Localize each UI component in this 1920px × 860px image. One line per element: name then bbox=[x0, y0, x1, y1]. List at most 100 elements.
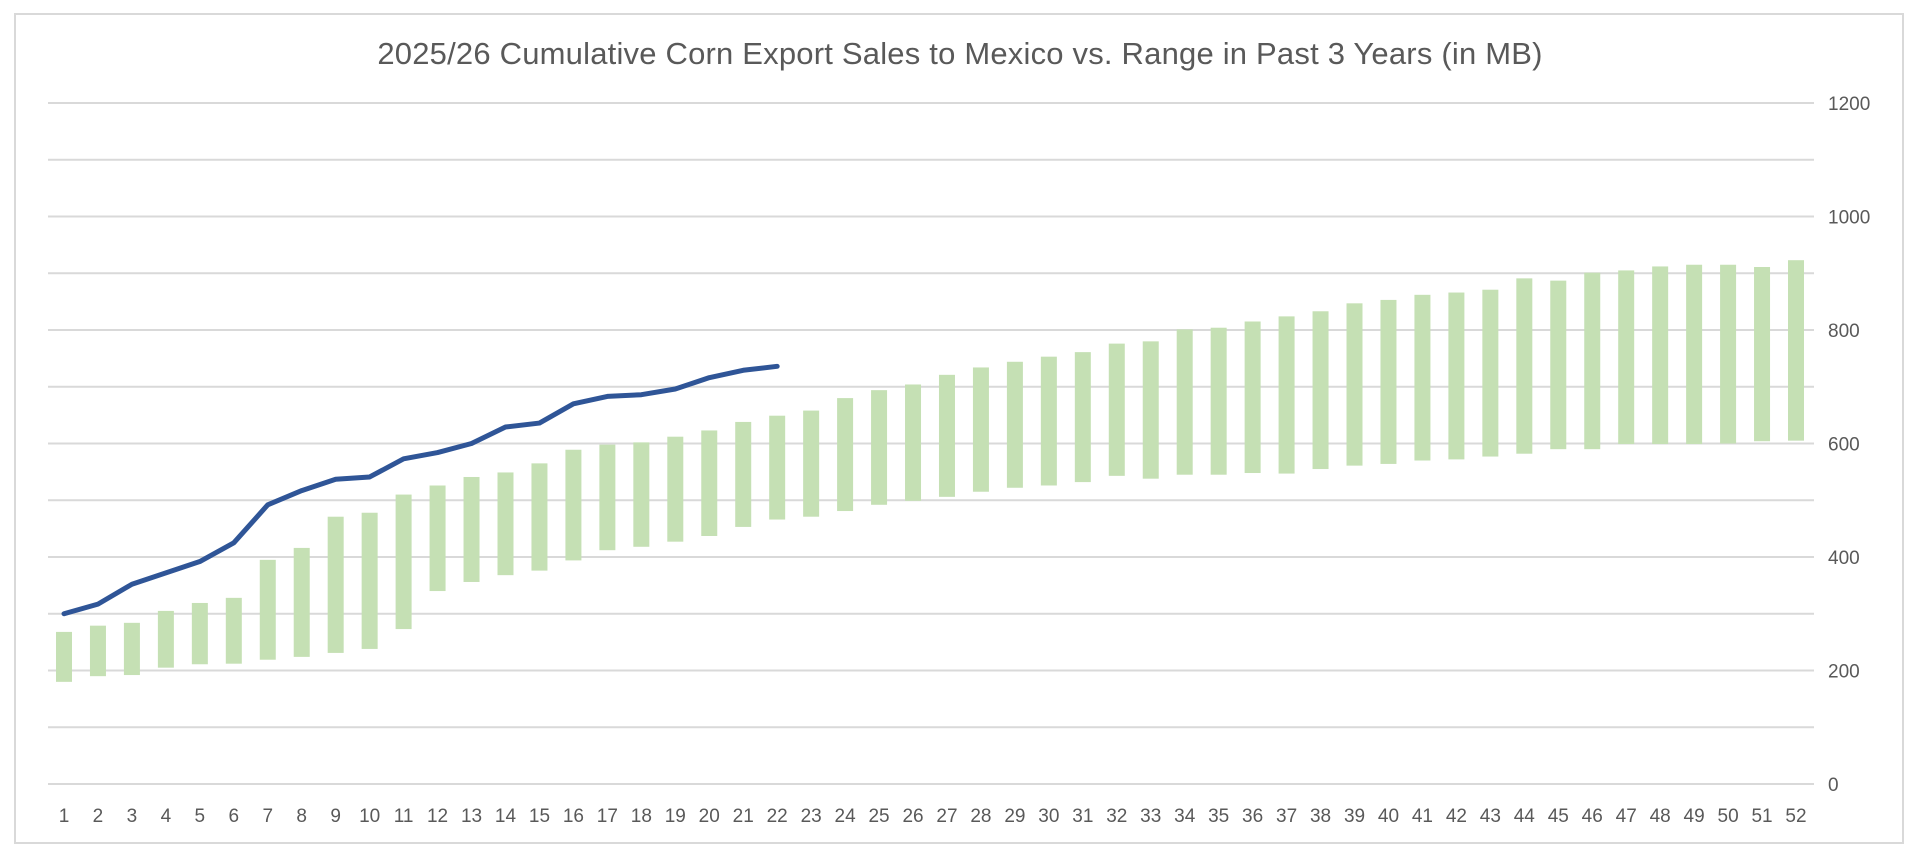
range-bar-week-3 bbox=[123, 622, 140, 676]
x-tick-label: 35 bbox=[1208, 806, 1229, 827]
range-bar-week-41 bbox=[1414, 294, 1431, 461]
x-tick-label: 52 bbox=[1785, 806, 1806, 827]
y-axis-ticks: 0 200 400 600 800 1000 1200 bbox=[1828, 94, 1870, 796]
range-bar-week-7 bbox=[259, 559, 276, 660]
x-tick-label: 46 bbox=[1582, 806, 1603, 827]
range-bar-week-6 bbox=[225, 597, 242, 664]
range-bar-week-29 bbox=[1006, 361, 1023, 488]
range-bar-week-35 bbox=[1210, 327, 1227, 475]
range-bar-week-36 bbox=[1244, 321, 1261, 474]
range-bar-week-28 bbox=[972, 367, 989, 492]
x-tick-label: 24 bbox=[835, 806, 857, 827]
x-tick-label: 3 bbox=[127, 806, 138, 827]
range-bar-week-32 bbox=[1108, 343, 1125, 476]
range-bar-week-22 bbox=[769, 415, 786, 520]
x-axis-ticks: 1 2 3 4 5 6 7 8 9 10 11 12 13 14 15 16 17 18 19 20 21 22 23 24 2… bbox=[59, 806, 1807, 827]
x-tick-label: 30 bbox=[1038, 806, 1059, 827]
sales-point-week-19 bbox=[674, 388, 676, 390]
x-tick-label: 9 bbox=[330, 806, 341, 827]
range-bars bbox=[56, 260, 1804, 682]
range-bar-week-12 bbox=[429, 485, 446, 592]
chart-title: 2025/26 Cumulative Corn Export Sales to … bbox=[377, 36, 1543, 71]
gridlines bbox=[48, 102, 1814, 785]
x-tick-label: 15 bbox=[529, 806, 550, 827]
x-tick-label: 20 bbox=[699, 806, 720, 827]
x-tick-label: 14 bbox=[495, 806, 517, 827]
y-tick-label: 600 bbox=[1828, 435, 1860, 456]
sales-point-week-3 bbox=[131, 583, 133, 585]
x-tick-label: 2 bbox=[93, 806, 104, 827]
range-bar-week-24 bbox=[837, 398, 854, 512]
sales-point-week-4 bbox=[165, 572, 167, 574]
x-tick-label: 1 bbox=[59, 806, 70, 827]
x-tick-label: 22 bbox=[767, 806, 788, 827]
range-bar-week-21 bbox=[735, 421, 752, 527]
y-tick-label: 200 bbox=[1828, 662, 1860, 683]
range-bar-week-15 bbox=[531, 463, 548, 571]
range-bar-week-31 bbox=[1074, 352, 1091, 483]
sales-point-week-12 bbox=[437, 452, 439, 454]
range-bar-week-8 bbox=[293, 547, 310, 657]
x-tick-label: 21 bbox=[733, 806, 754, 827]
x-tick-label: 43 bbox=[1480, 806, 1501, 827]
x-tick-label: 49 bbox=[1684, 806, 1705, 827]
sales-point-week-10 bbox=[369, 476, 371, 478]
range-bar-week-43 bbox=[1482, 289, 1499, 457]
y-tick-label: 1200 bbox=[1828, 94, 1870, 115]
y-tick-label: 800 bbox=[1828, 321, 1860, 342]
range-bar-week-52 bbox=[1788, 260, 1804, 441]
range-bar-week-10 bbox=[361, 512, 378, 649]
range-bar-week-33 bbox=[1142, 341, 1159, 479]
sales-point-week-8 bbox=[301, 490, 303, 492]
sales-point-week-5 bbox=[199, 561, 201, 563]
range-bar-week-39 bbox=[1346, 303, 1363, 466]
x-tick-label: 36 bbox=[1242, 806, 1263, 827]
range-bar-week-1 bbox=[56, 631, 72, 682]
range-bar-week-46 bbox=[1584, 272, 1601, 450]
range-bar-week-13 bbox=[463, 476, 480, 582]
x-tick-label: 26 bbox=[902, 806, 923, 827]
range-bar-week-40 bbox=[1380, 299, 1397, 464]
x-tick-label: 10 bbox=[359, 806, 380, 827]
sales-point-week-9 bbox=[335, 478, 337, 480]
x-tick-label: 47 bbox=[1616, 806, 1637, 827]
x-tick-label: 6 bbox=[229, 806, 240, 827]
range-bar-week-49 bbox=[1686, 264, 1703, 445]
x-tick-label: 41 bbox=[1412, 806, 1433, 827]
range-bar-week-51 bbox=[1754, 267, 1771, 442]
range-bar-week-50 bbox=[1720, 264, 1737, 444]
range-bar-week-27 bbox=[938, 374, 955, 497]
x-tick-label: 48 bbox=[1650, 806, 1671, 827]
range-bar-week-25 bbox=[871, 390, 888, 505]
sales-point-week-7 bbox=[267, 504, 269, 506]
range-bar-week-5 bbox=[191, 602, 208, 665]
sales-point-week-11 bbox=[403, 458, 405, 460]
x-tick-label: 39 bbox=[1344, 806, 1365, 827]
range-bar-week-26 bbox=[905, 384, 922, 501]
range-bar-week-34 bbox=[1176, 329, 1193, 475]
sales-point-week-18 bbox=[640, 394, 642, 396]
x-tick-label: 13 bbox=[461, 806, 482, 827]
x-tick-label: 44 bbox=[1514, 806, 1536, 827]
x-tick-label: 19 bbox=[665, 806, 686, 827]
x-tick-label: 8 bbox=[296, 806, 307, 827]
sales-point-week-17 bbox=[606, 395, 608, 397]
x-tick-label: 5 bbox=[195, 806, 206, 827]
y-tick-label: 0 bbox=[1828, 775, 1839, 796]
sales-line-series bbox=[61, 363, 780, 617]
x-tick-label: 16 bbox=[563, 806, 584, 827]
range-bar-week-14 bbox=[497, 472, 514, 576]
sales-point-week-22 bbox=[776, 365, 778, 367]
x-tick-label: 38 bbox=[1310, 806, 1331, 827]
x-tick-label: 45 bbox=[1548, 806, 1569, 827]
range-bar-week-20 bbox=[701, 430, 718, 537]
range-bar-week-37 bbox=[1278, 316, 1295, 474]
x-tick-label: 29 bbox=[1004, 806, 1025, 827]
sales-point-week-1 bbox=[63, 613, 65, 615]
x-tick-label: 31 bbox=[1072, 806, 1093, 827]
x-tick-label: 17 bbox=[597, 806, 618, 827]
range-bar-week-18 bbox=[633, 442, 650, 547]
x-tick-label: 4 bbox=[161, 806, 172, 827]
x-tick-label: 50 bbox=[1718, 806, 1739, 827]
range-bar-week-17 bbox=[599, 444, 616, 551]
